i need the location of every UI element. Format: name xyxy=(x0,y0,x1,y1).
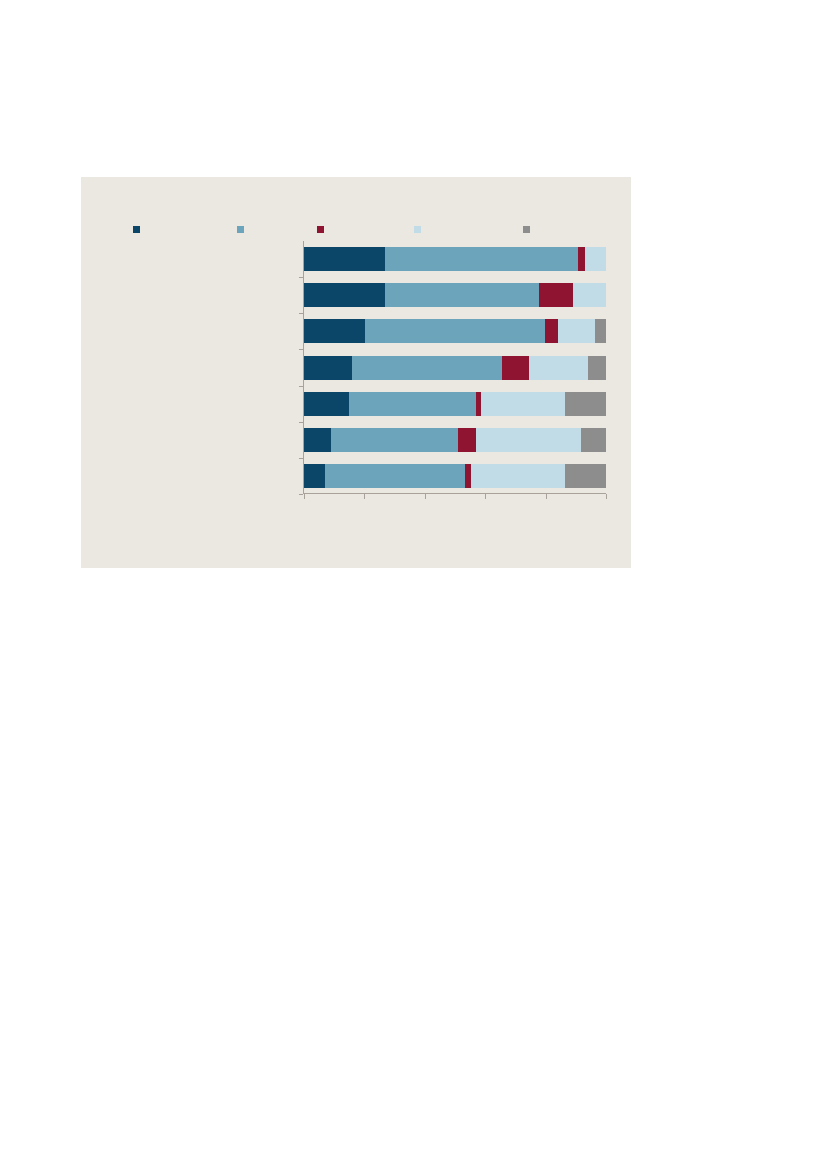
x-axis-tick-3 xyxy=(485,494,486,499)
legend-swatch-icon-4 xyxy=(523,225,530,233)
legend-item-2[interactable] xyxy=(317,223,329,235)
bar-segment-r6-s3[interactable] xyxy=(470,463,565,488)
bar-row-5[interactable] xyxy=(304,427,606,452)
bar-segment-r0-s0[interactable] xyxy=(304,247,385,272)
legend-item-3[interactable] xyxy=(414,223,426,235)
chart-panel xyxy=(81,177,631,568)
bar-segment-r4-s4[interactable] xyxy=(565,391,606,416)
stacked-bar-5 xyxy=(304,427,606,452)
bar-segment-r4-s1[interactable] xyxy=(348,391,477,416)
bar-segment-r0-s2[interactable] xyxy=(577,247,585,272)
bar-segment-r0-s1[interactable] xyxy=(384,247,578,272)
y-axis-tick-5 xyxy=(299,458,303,459)
bar-segment-r4-s0[interactable] xyxy=(304,391,349,416)
bar-row-3[interactable] xyxy=(304,355,606,380)
y-axis-tick-2 xyxy=(299,349,303,350)
bar-segment-r0-s3[interactable] xyxy=(584,247,606,272)
legend-swatch-icon-3 xyxy=(414,225,421,233)
stacked-bar-6 xyxy=(304,463,606,488)
bar-segment-r2-s3[interactable] xyxy=(557,319,596,344)
plot-area xyxy=(299,241,607,499)
x-axis-tick-4 xyxy=(546,494,547,499)
y-axis-tick-4 xyxy=(299,422,303,423)
y-axis-tick-3 xyxy=(299,386,303,387)
stacked-bar-0 xyxy=(304,247,606,272)
legend-swatch-icon-2 xyxy=(317,225,324,233)
legend-item-1[interactable] xyxy=(237,223,249,235)
bar-segment-r3-s4[interactable] xyxy=(587,355,606,380)
x-axis-tick-1 xyxy=(364,494,365,499)
bar-row-4[interactable] xyxy=(304,391,606,416)
bar-segment-r6-s1[interactable] xyxy=(324,463,465,488)
legend-item-0[interactable] xyxy=(133,223,145,235)
x-axis-line xyxy=(303,493,606,494)
bar-segment-r2-s2[interactable] xyxy=(544,319,558,344)
bar-segment-r5-s1[interactable] xyxy=(330,427,459,452)
bar-row-6[interactable] xyxy=(304,463,606,488)
stacked-bar-3 xyxy=(304,355,606,380)
legend-swatch-icon-0 xyxy=(133,225,140,233)
stacked-bar-1 xyxy=(304,283,606,308)
bar-segment-r5-s4[interactable] xyxy=(581,427,606,452)
bar-segment-r5-s3[interactable] xyxy=(476,427,582,452)
bar-segment-r3-s2[interactable] xyxy=(502,355,529,380)
stacked-bar-4 xyxy=(304,391,606,416)
bar-segment-r1-s3[interactable] xyxy=(573,283,606,308)
chart-legend xyxy=(81,177,631,237)
y-axis-line xyxy=(303,241,304,494)
bar-series-container xyxy=(304,241,606,494)
bar-segment-r1-s1[interactable] xyxy=(384,283,539,308)
bar-segment-r1-s0[interactable] xyxy=(304,283,385,308)
bar-row-1[interactable] xyxy=(304,283,606,308)
y-axis-tick-6 xyxy=(299,494,303,495)
x-axis-tick-2 xyxy=(425,494,426,499)
y-axis-tick-0 xyxy=(299,277,303,278)
x-axis-tick-5 xyxy=(606,494,607,499)
legend-swatch-icon-1 xyxy=(237,225,244,233)
y-axis-tick-1 xyxy=(299,313,303,314)
bar-segment-r1-s2[interactable] xyxy=(538,283,574,308)
bar-segment-r6-s4[interactable] xyxy=(564,463,606,488)
bar-row-0[interactable] xyxy=(304,247,606,272)
bar-segment-r5-s2[interactable] xyxy=(458,427,477,452)
bar-segment-r5-s0[interactable] xyxy=(304,427,331,452)
bar-segment-r2-s4[interactable] xyxy=(595,319,606,344)
legend-item-4[interactable] xyxy=(523,223,535,235)
bar-segment-r3-s3[interactable] xyxy=(528,355,588,380)
bar-segment-r3-s1[interactable] xyxy=(352,355,503,380)
bar-row-2[interactable] xyxy=(304,319,606,344)
bar-segment-r6-s0[interactable] xyxy=(304,463,325,488)
bar-segment-r2-s0[interactable] xyxy=(304,319,365,344)
bar-segment-r3-s0[interactable] xyxy=(304,355,353,380)
stacked-bar-2 xyxy=(304,319,606,344)
bar-segment-r6-s2[interactable] xyxy=(464,463,471,488)
bar-segment-r2-s1[interactable] xyxy=(365,319,545,344)
bar-segment-r4-s2[interactable] xyxy=(476,391,482,416)
bar-segment-r4-s3[interactable] xyxy=(481,391,566,416)
x-axis-tick-0 xyxy=(304,494,305,499)
